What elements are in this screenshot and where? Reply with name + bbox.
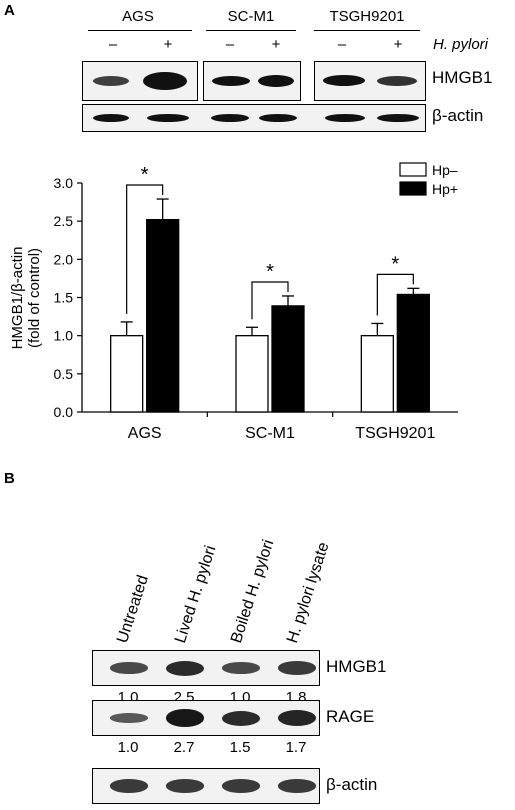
y-tick-label: 2.0 — [54, 251, 74, 267]
row-label-hmgb1: HMGB1 — [326, 657, 387, 676]
cell-line-ags: AGS — [122, 8, 154, 25]
blot-band — [259, 114, 297, 122]
actin-blot — [82, 104, 426, 132]
bar-hp-plus — [396, 293, 430, 413]
blot-band — [211, 114, 249, 122]
plus-sign: + — [271, 36, 281, 53]
x-tick-label: SC-M1 — [245, 425, 295, 442]
lane-label-untreated: Untreated — [114, 573, 152, 646]
significance-marker: * — [141, 164, 149, 186]
row-label-actin: β-actin — [432, 106, 484, 125]
minus-sign: – — [225, 36, 235, 53]
blot-band — [93, 76, 129, 86]
significance-bracket — [251, 281, 289, 320]
treatment-label: H. pylori — [433, 36, 489, 53]
bar-hp-minus — [235, 335, 269, 413]
blot-band — [110, 662, 148, 674]
legend-label: Hp+ — [432, 181, 458, 197]
panel-b-letter: B — [4, 470, 15, 487]
chart-bars: * * * — [110, 164, 430, 413]
blot-band — [222, 779, 260, 793]
ratio-value: 1.0 — [117, 739, 139, 756]
blot-band — [323, 75, 365, 86]
blot-band — [212, 76, 250, 86]
significance-marker: * — [266, 261, 274, 283]
hmgb1-blot-tsgh9201 — [314, 61, 426, 101]
ratio-value: 1.5 — [229, 739, 251, 756]
y-tick-label: 3.0 — [54, 175, 74, 191]
blot-band — [166, 660, 204, 676]
y-tick-label: 1.0 — [54, 328, 74, 344]
y-tick-label: 2.5 — [54, 213, 74, 229]
y-tick-label: 1.5 — [54, 290, 74, 306]
blot-band — [93, 114, 129, 122]
panel-a-letter: A — [4, 2, 15, 19]
lane-label-lysate: H. pylori lysate — [284, 540, 333, 646]
significance-bracket — [376, 273, 414, 316]
blot-band — [377, 114, 419, 122]
bar-hp-minus — [360, 335, 394, 413]
blot-band — [147, 114, 189, 122]
y-axis-label: HMGB1/β-actin(fold of control) — [9, 247, 43, 350]
blot-rage — [92, 700, 320, 736]
legend-swatch — [399, 162, 427, 177]
significance-marker: * — [391, 253, 399, 275]
blot-band — [110, 779, 148, 793]
blot-band — [258, 75, 294, 87]
hmgb1-blot-ags — [82, 61, 198, 101]
significance-bracket — [126, 184, 164, 314]
legend-swatch — [399, 181, 427, 196]
blot-band — [278, 710, 316, 726]
y-tick-label: 0.5 — [54, 366, 74, 382]
ratio-value: 2.7 — [173, 739, 195, 756]
lane-label-lived: Lived H. pylori — [172, 543, 220, 646]
hmgb1-blot-scm1 — [203, 61, 301, 101]
bar-hp-plus — [271, 305, 305, 413]
header-underline — [314, 30, 420, 31]
row-label-rage: RAGE — [326, 707, 375, 726]
cell-line-scm1: SC-M1 — [227, 8, 275, 25]
minus-sign: – — [337, 36, 347, 53]
minus-sign: – — [108, 36, 118, 53]
blot-actin — [92, 768, 320, 804]
blot-band — [377, 76, 417, 86]
legend-label: Hp– — [432, 162, 458, 178]
cell-line-tsgh9201: TSGH9201 — [329, 8, 405, 25]
bar-chart: 0.0 0.5 1.0 1.5 2.0 2.5 3.0 HMGB1/β-actin(fold … — [9, 162, 458, 442]
row-label-actin: β-actin — [326, 775, 378, 794]
bar-hp-plus — [146, 218, 180, 413]
blot-band — [222, 662, 260, 674]
blot-band — [222, 710, 260, 726]
blot-band — [325, 114, 365, 122]
plus-sign: + — [163, 36, 173, 53]
y-tick-label: 0.0 — [54, 404, 74, 420]
blot-hmgb1 — [92, 650, 320, 686]
plus-sign: + — [393, 36, 403, 53]
blot-band — [278, 779, 316, 793]
blot-band — [278, 661, 316, 675]
header-underline — [206, 30, 296, 31]
blot-band — [166, 709, 204, 727]
x-tick-label: AGS — [128, 425, 162, 442]
lane-label-boiled: Boiled H. pylori — [228, 537, 278, 646]
header-underline — [88, 30, 192, 31]
x-tick-label: TSGH9201 — [355, 425, 435, 442]
blot-band — [110, 713, 148, 723]
chart-legend: Hp– Hp+ — [399, 162, 458, 197]
blot-band — [143, 72, 187, 90]
ratio-value: 1.7 — [285, 739, 307, 756]
chart-axes: 0.0 0.5 1.0 1.5 2.0 2.5 3.0 HMGB1/β-actin(fold … — [9, 175, 458, 442]
bar-hp-minus — [110, 335, 144, 413]
blot-band — [166, 779, 204, 793]
row-label-hmgb1: HMGB1 — [432, 68, 493, 87]
